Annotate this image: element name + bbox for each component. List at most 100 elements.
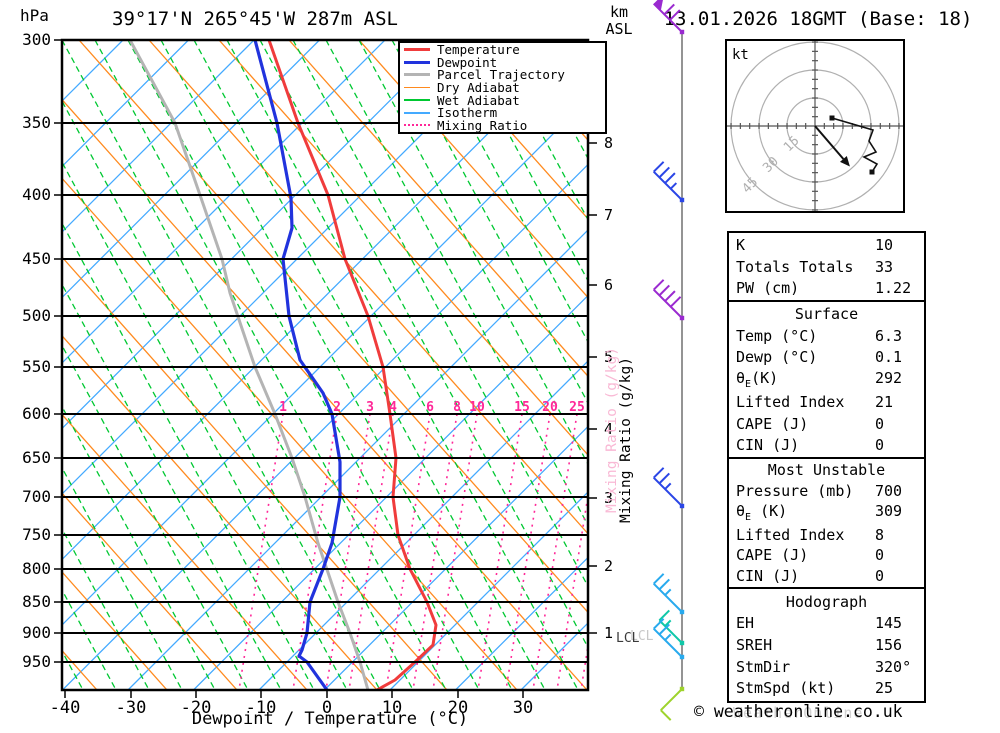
svg-text:900: 900 (22, 623, 51, 642)
table-row: Pressure (mb) 700 (736, 481, 903, 500)
svg-text:600: 600 (22, 404, 51, 423)
svg-text:Mixing Ratio (g/kg): Mixing Ratio (g/kg) (604, 347, 620, 513)
hodograph-table: Hodograph EH 145 SREH 156 StmDir 320° StmSp… (727, 587, 926, 703)
table-row: θE(K) 292 (736, 369, 903, 390)
legend-label: Isotherm (437, 105, 498, 121)
legend-item-wet-adiabat: Wet Adiabat (400, 92, 605, 108)
svg-text:750: 750 (22, 525, 51, 544)
svg-text:650: 650 (22, 448, 51, 467)
wet-adiabat-line-swatch (404, 99, 430, 101)
svg-text:4: 4 (389, 400, 397, 415)
svg-text:8: 8 (604, 134, 613, 152)
temperature-line-swatch (404, 48, 430, 52)
surface-table: Surface Temp (°C) 6.3 Dewp (°C) 0.1 θE(K) 2… (727, 300, 926, 459)
svg-text:2: 2 (604, 557, 613, 575)
km-asl-axis-label: km ASL (594, 4, 644, 38)
legend-item-mixing-ratio: Mixing Ratio (400, 117, 605, 133)
svg-text:1: 1 (604, 624, 613, 642)
legend-label: Wet Adiabat (437, 92, 520, 108)
svg-text:7: 7 (604, 206, 613, 224)
run-date-label: 13.01.2026 18GMT (Base: 18) (663, 8, 973, 30)
legend-label: Mixing Ratio (437, 117, 528, 133)
svg-text:700: 700 (22, 487, 51, 506)
table-row: Totals Totals 33 (736, 257, 894, 276)
legend-item-parcel: Parcel Trajectory (400, 67, 605, 83)
svg-text:3: 3 (366, 400, 374, 415)
svg-text:LCL: LCL (630, 629, 654, 644)
table-row: StmSpd (kt) 25 (736, 679, 894, 698)
svg-text:2: 2 (333, 400, 341, 415)
svg-text:20: 20 (448, 698, 468, 718)
dry-adiabat-line-swatch (404, 86, 430, 89)
table-header: Surface (794, 305, 859, 324)
svg-text:350: 350 (22, 113, 51, 132)
svg-text:30: 30 (513, 698, 533, 718)
svg-text:400: 400 (22, 185, 51, 204)
x-axis-title: Dewpoint / Temperature (°C) (191, 709, 469, 729)
svg-text:-40: -40 (50, 698, 81, 718)
legend-item-dewpoint: Dewpoint (400, 54, 605, 70)
svg-text:20: 20 (542, 400, 558, 415)
table-row: PW (cm) 1.22 (736, 278, 912, 297)
page-title: 39°17'N 265°45'W 287m ASL (112, 8, 398, 30)
svg-text:4: 4 (604, 420, 613, 438)
table-row: EH 145 (736, 614, 903, 633)
table-row: CAPE (J) 0 (736, 546, 885, 565)
table-header: Most Unstable (767, 461, 886, 480)
legend-label: Dry Adiabat (437, 80, 520, 95)
svg-text:25: 25 (569, 400, 585, 415)
table-row: Dewp (°C) 0.1 (736, 347, 903, 366)
svg-text:-30: -30 (116, 698, 147, 718)
svg-text:1: 1 (279, 400, 287, 415)
svg-text:-10: -10 (246, 698, 277, 718)
table-row: CIN (J) 0 (736, 566, 885, 585)
copyright: © weatheronline.co.uk (694, 702, 903, 721)
table-row: SREH 156 (736, 635, 903, 654)
svg-text:kt: kt (732, 47, 749, 63)
svg-text:10: 10 (382, 698, 402, 718)
svg-text:6: 6 (426, 400, 434, 415)
pressure-unit-label: hPa (20, 6, 49, 25)
svg-text:500: 500 (22, 306, 51, 325)
svg-text:950: 950 (22, 652, 51, 671)
svg-text:3: 3 (604, 489, 613, 507)
legend-item-dry-adiabat: Dry Adiabat (400, 80, 605, 95)
asl-label: ASL (605, 20, 633, 38)
svg-text:300: 300 (22, 30, 51, 49)
table-row: θE (K) 309 (736, 502, 903, 524)
table-row: K 10 (736, 236, 894, 255)
mixing-ratio-line-swatch (404, 124, 430, 127)
legend-label: Temperature (437, 42, 520, 58)
svg-text:800: 800 (22, 559, 51, 578)
legend-item-isotherm: Isotherm (400, 105, 605, 121)
watermark-ghost: WeatherOnline (733, 704, 864, 722)
legend: Temperature Dewpoint Parcel Trajectory D… (398, 41, 607, 134)
svg-text:15: 15 (514, 400, 530, 415)
km-label: km (609, 3, 629, 21)
svg-text:Mixing Ratio (g/kg): Mixing Ratio (g/kg) (618, 357, 634, 523)
isotherm-line-swatch (404, 112, 430, 114)
table-row: CAPE (J) 0 (736, 414, 885, 433)
svg-text:8: 8 (453, 400, 461, 415)
indices-table: K 10 Totals Totals 33 PW (cm) 1.22 (727, 231, 926, 302)
svg-text:5: 5 (604, 348, 613, 366)
svg-text:550: 550 (22, 357, 51, 376)
legend-item-temperature: Temperature (400, 42, 605, 58)
svg-text:0: 0 (322, 698, 332, 718)
legend-label: Parcel Trajectory (437, 67, 565, 83)
svg-text:450: 450 (22, 249, 51, 268)
table-row: Lifted Index 8 (736, 525, 885, 544)
table-row: Lifted Index 21 (736, 393, 894, 412)
svg-text:6: 6 (604, 276, 613, 294)
most-unstable-table: Most Unstable Pressure (mb) 700 θE (K) 309… (727, 457, 926, 589)
legend-label: Dewpoint (437, 54, 498, 70)
parcel-line-swatch (404, 73, 430, 77)
svg-text:10: 10 (469, 400, 485, 415)
table-row: CIN (J) 0 (736, 435, 885, 454)
svg-text:850: 850 (22, 592, 51, 611)
table-row: Temp (°C) 6.3 (736, 326, 903, 345)
dewpoint-line-swatch (404, 60, 430, 64)
svg-text:LCL: LCL (616, 631, 640, 646)
